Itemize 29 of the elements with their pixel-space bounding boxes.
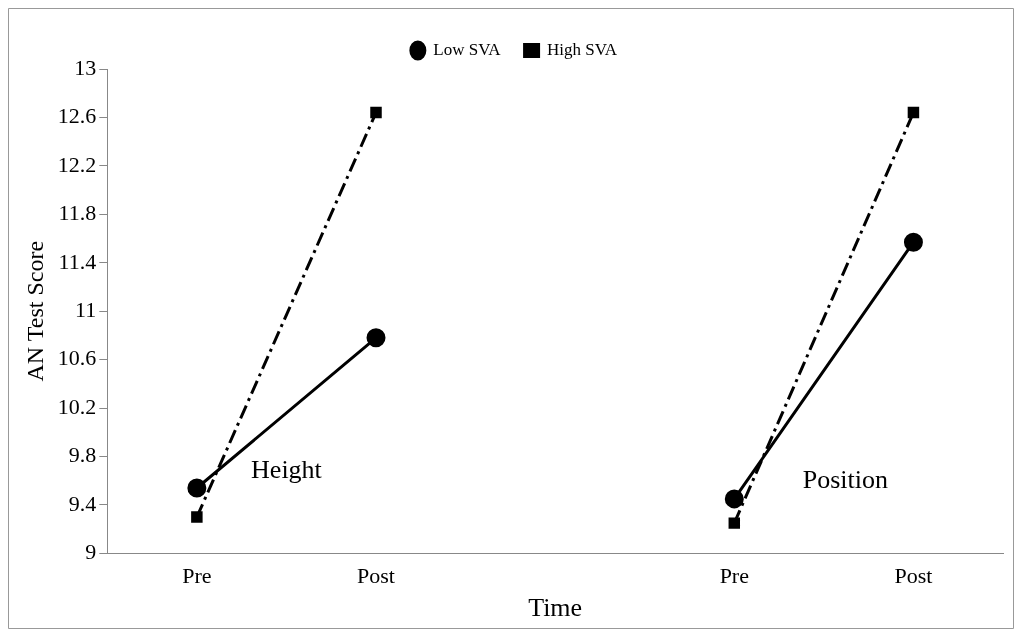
y-tick-label: 11.4 bbox=[58, 248, 97, 274]
y-tick-label: 9.4 bbox=[68, 490, 97, 516]
legend-label: High SVA bbox=[547, 39, 618, 59]
y-tick-label: 9.8 bbox=[68, 442, 97, 468]
y-tick-label: 11 bbox=[75, 296, 97, 322]
point bbox=[187, 478, 207, 498]
point bbox=[903, 232, 923, 252]
y-tick-label: 10.6 bbox=[57, 345, 97, 371]
point bbox=[728, 517, 741, 529]
y-tick-label: 12.6 bbox=[57, 103, 97, 129]
x-tick-label: Pre bbox=[182, 563, 212, 589]
point bbox=[366, 328, 386, 348]
y-tick-label: 9 bbox=[85, 539, 97, 565]
point bbox=[907, 106, 920, 119]
y-tick-label: 13 bbox=[74, 54, 97, 80]
point bbox=[191, 511, 203, 523]
legend-label: Low SVA bbox=[433, 39, 502, 59]
x-tick-label: Post bbox=[357, 563, 395, 589]
y-tick-label: 11.8 bbox=[58, 200, 97, 226]
y-axis-title: AN Test Score bbox=[21, 240, 48, 382]
y-tick-label: 12.2 bbox=[57, 151, 97, 177]
point bbox=[724, 489, 744, 509]
x-tick-label: Post bbox=[894, 563, 933, 589]
x-axis-title: Time bbox=[528, 593, 583, 623]
x-tick-label: Pre bbox=[719, 563, 749, 589]
annotation: Height bbox=[251, 454, 323, 484]
annotation: Position bbox=[802, 464, 888, 494]
y-tick-label: 10.2 bbox=[57, 393, 97, 419]
point bbox=[370, 106, 382, 119]
